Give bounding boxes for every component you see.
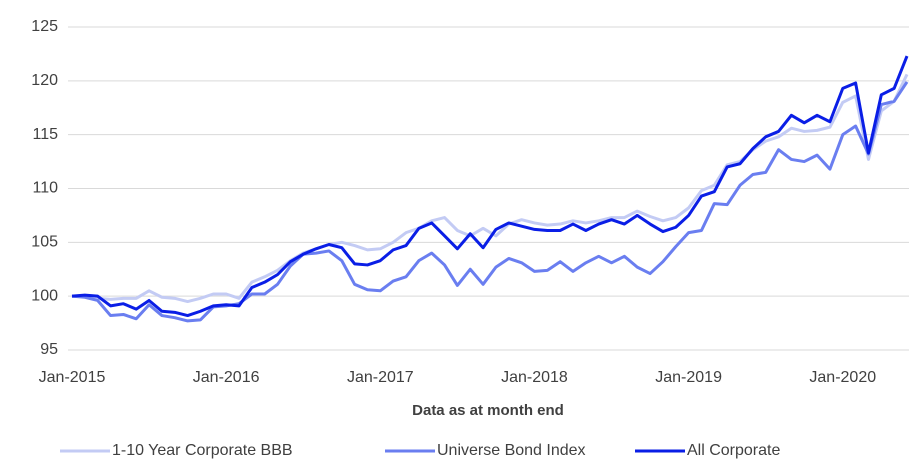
series-line: [72, 73, 909, 304]
y-tick-label: 110: [32, 180, 58, 197]
y-tick-label: 100: [31, 287, 58, 304]
y-tick-label: 125: [31, 18, 58, 35]
x-tick-label: Jan-2018: [501, 369, 568, 386]
y-tick-label: 105: [31, 234, 58, 251]
x-axis-title: Data as at month end: [412, 402, 564, 419]
legend-label: All Corporate: [687, 442, 780, 459]
y-tick-label: 120: [31, 72, 58, 89]
y-tick-label: 115: [32, 126, 58, 143]
x-tick-label: Jan-2016: [193, 369, 260, 386]
legend-label: Universe Bond Index: [437, 442, 586, 459]
x-tick-label: Jan-2019: [655, 369, 722, 386]
legend-label: 1-10 Year Corporate BBB: [112, 442, 293, 459]
series-line: [71, 55, 909, 318]
x-tick-label: Jan-2020: [809, 369, 876, 386]
y-tick-label: 95: [40, 341, 58, 358]
x-tick-label: Jan-2017: [347, 369, 414, 386]
series-line: [71, 81, 909, 323]
x-tick-label: Jan-2015: [39, 369, 106, 386]
